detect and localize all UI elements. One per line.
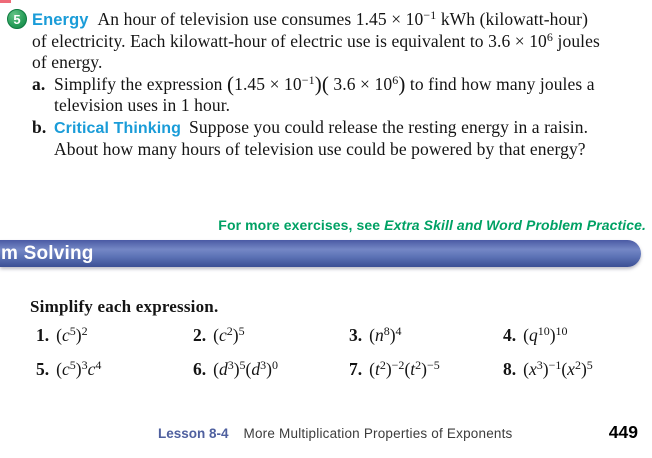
exercise-number: 4.: [503, 325, 517, 345]
exercise-item: 6. (d3)5(d3)0: [193, 358, 349, 380]
paren: ): [314, 72, 322, 96]
problem-number: 5: [13, 11, 21, 27]
exercise-expression: (c5)3c4: [56, 358, 102, 379]
exercise-item: 4. (q10)10: [503, 324, 644, 346]
part-a-continuation: television uses in 1 hour.: [54, 95, 231, 115]
exercise-item: 2. (c2)5: [193, 324, 349, 346]
page-number: 449: [608, 422, 638, 442]
exercise-item: 1. (c5)2: [36, 324, 193, 346]
part-a-marker: a.: [32, 74, 46, 94]
factor-1: 1.45 × 10: [234, 74, 302, 94]
exercise-number: 1.: [36, 325, 50, 345]
exercise-item: 5. (c5)3c4: [36, 358, 193, 380]
paren: (: [227, 72, 235, 96]
problem-line2-rest: joules: [553, 31, 600, 51]
lesson-label: Lesson 8-4: [158, 426, 229, 441]
exponent: −1: [423, 8, 437, 22]
page-footer: Lesson 8-4 More Multiplication Propertie…: [158, 422, 638, 443]
problem-line1-rest: kWh (kilowatt-hour): [436, 9, 589, 29]
exercise-item: 7. (t2)−2(t2)−5: [349, 358, 503, 380]
exponent: 6: [392, 73, 399, 87]
part-b: b. Critical Thinking Suppose you could re…: [32, 117, 650, 160]
problem-line1-text: An hour of television use consumes 1.45 …: [97, 9, 424, 29]
exercise-expression: (t2)−2(t2)−5: [369, 358, 440, 379]
exercise-expression: (n8)4: [369, 324, 402, 345]
part-b-content: Critical Thinking Suppose you could relea…: [54, 117, 650, 160]
part-a: a. Simplify the expression (1.45 × 10−1)…: [32, 74, 650, 116]
paren: (: [321, 72, 329, 96]
problem-number-badge: 5: [7, 9, 27, 29]
part-a-outro: to find how many joules a: [405, 74, 595, 94]
part-b-continuation: About how many hours of television use c…: [54, 139, 586, 159]
exercise-expression: (c2)5: [213, 324, 245, 345]
lesson-title: More Multiplication Properties of Expone…: [243, 426, 513, 441]
problem-text: Energy An hour of television use consumes…: [32, 9, 650, 160]
topic-label: Energy: [32, 11, 89, 29]
exercise-item: 3. (n8)4: [349, 324, 503, 346]
exercise-expression: (x3)−1(x2)5: [523, 358, 593, 379]
exercise-item: 8. (x3)−1(x2)5: [503, 358, 644, 380]
exercise-number: 8.: [503, 359, 517, 379]
more-exercises-note: For more exercises, see Extra Skill and …: [218, 217, 646, 233]
exercises-instruction: Simplify each expression.: [30, 297, 219, 316]
exercise-expression: (q10)10: [523, 324, 568, 345]
exercise-expression: (c5)2: [56, 324, 88, 345]
part-a-intro: Simplify the expression: [54, 74, 228, 94]
exercise-number: 3.: [349, 325, 363, 345]
banner-title: m Solving: [1, 242, 94, 264]
factor-2: 3.6 × 10: [328, 74, 393, 94]
exercise-number: 7.: [349, 359, 363, 379]
problem-line-1: Energy An hour of television use consumes…: [32, 9, 650, 31]
page-edge-mark: [0, 0, 11, 3]
paren: ): [398, 72, 406, 96]
part-b-marker: b.: [32, 117, 47, 137]
exponent: −1: [301, 73, 315, 87]
exercise-grid: 1. (c5)2 2. (c2)5 3. (n8)4 4. (q10)10 5. (c5)3c4 6…: [36, 324, 644, 380]
exercise-number: 5.: [36, 359, 50, 379]
problem-line-3: of energy.: [32, 52, 103, 72]
problem-solving-banner: m Solving: [0, 240, 641, 267]
exercise-number: 6.: [193, 359, 207, 379]
exponent: 6: [546, 30, 554, 44]
critical-thinking-label: Critical Thinking: [54, 120, 182, 137]
problem-line2-text: of electricity. Each kilowatt-hour of el…: [32, 31, 547, 51]
problem-line-2: of electricity. Each kilowatt-hour of el…: [32, 31, 650, 52]
note-reference-title: Extra Skill and Word Problem Practice.: [384, 217, 646, 233]
part-a-content: Simplify the expression (1.45 × 10−1)( 3…: [54, 74, 650, 116]
exercise-expression: (d3)5(d3)0: [213, 358, 278, 379]
note-prefix: For more exercises, see: [218, 217, 385, 233]
part-b-text: Suppose you could release the resting en…: [189, 117, 589, 137]
exercise-number: 2.: [193, 325, 207, 345]
